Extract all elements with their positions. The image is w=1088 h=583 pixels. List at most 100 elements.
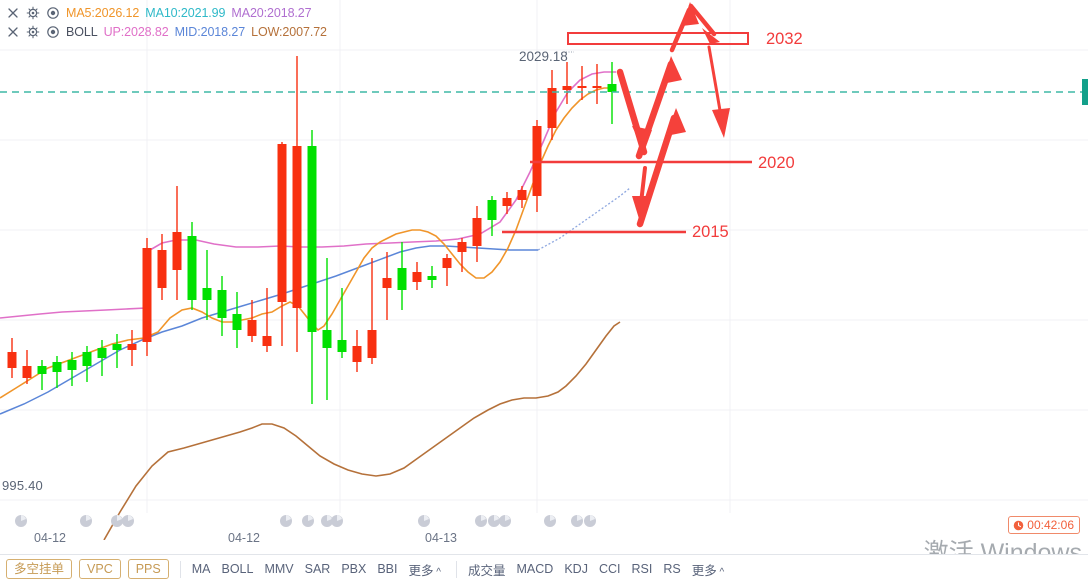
last-price-tab	[1082, 79, 1088, 105]
candle-body	[592, 86, 602, 88]
candle-body	[382, 278, 392, 288]
time-tick-2: 04-13	[425, 531, 457, 545]
sub-indicator-more[interactable]: 更多	[692, 560, 725, 579]
candle-body	[442, 258, 452, 268]
gear-icon[interactable]	[26, 25, 40, 39]
candle-body	[127, 344, 137, 350]
boll-lower-line	[103, 321, 621, 540]
boll-middle-line	[0, 245, 538, 415]
last-price-callout: 2029.18	[519, 49, 568, 64]
candle-body	[352, 346, 362, 362]
eye-icon[interactable]	[46, 25, 60, 39]
event-markers	[15, 515, 596, 527]
candle-body	[307, 146, 317, 332]
price-chart[interactable]	[0, 0, 1088, 540]
candle-body	[142, 248, 152, 342]
main-indicator-more[interactable]: 更多	[409, 560, 442, 579]
legend-boll-low[interactable]: LOW:2007.72	[251, 24, 327, 39]
candle-body	[217, 290, 227, 318]
main-indicator-ma[interactable]: MA	[191, 562, 211, 576]
event-icon	[475, 515, 487, 527]
sub-indicator-rsi[interactable]: RSI	[631, 562, 653, 576]
sub-indicator-rs[interactable]: RS	[663, 562, 681, 576]
legend-boll-mid[interactable]: MID:2018.27	[174, 24, 246, 39]
candle-body	[52, 362, 62, 372]
candle-body	[427, 276, 437, 280]
candle-body	[322, 330, 332, 348]
candle-body	[487, 200, 497, 220]
candle-body	[337, 340, 347, 352]
toolbar-divider-1	[179, 560, 181, 578]
event-icon	[488, 515, 500, 527]
event-icon	[499, 515, 511, 527]
candle-body	[7, 352, 17, 368]
main-indicator-mmv[interactable]: MMV	[264, 562, 294, 576]
candle-body	[457, 242, 467, 252]
legend-ma10[interactable]: MA10:2021.99	[145, 5, 226, 20]
event-icon	[571, 515, 583, 527]
candle-body	[82, 352, 92, 366]
event-icon	[584, 515, 596, 527]
level-label-2020: 2020	[758, 154, 795, 172]
candle-body	[502, 198, 512, 206]
sub-indicator-volume[interactable]: 成交量	[468, 563, 506, 578]
indicator-button-vpc[interactable]: VPC	[79, 559, 121, 579]
indicator-legend: MA5:2026.12 MA10:2021.99 MA20:2018.27	[0, 0, 1088, 41]
level-label-2032: 2032	[766, 30, 803, 48]
close-icon[interactable]	[6, 6, 20, 20]
time-tick-0: 04-12	[34, 531, 66, 545]
event-icon	[302, 515, 314, 527]
chart-canvas	[0, 0, 1088, 540]
main-indicator-bbi[interactable]: BBI	[377, 562, 398, 576]
gear-icon[interactable]	[26, 6, 40, 20]
candle-body	[517, 190, 527, 200]
event-icon	[15, 515, 27, 527]
main-indicator-boll[interactable]: BOLL	[221, 562, 254, 576]
gridlines-horizontal	[0, 49, 1088, 501]
candle-body	[397, 268, 407, 290]
bottom-toolbar: 多空挂单 VPC PPS MA BOLL MMV SAR PBX BBI 更多 …	[0, 554, 1088, 583]
indicator-button-pps[interactable]: PPS	[127, 559, 169, 579]
candle-body	[37, 366, 47, 374]
event-icon	[418, 515, 430, 527]
candle-body	[262, 336, 272, 346]
candle-body	[112, 344, 122, 350]
order-button-long-short[interactable]: 多空挂单	[6, 559, 73, 579]
sub-indicator-macd[interactable]: MACD	[516, 562, 554, 576]
legend-row-ma: MA5:2026.12 MA10:2021.99 MA20:2018.27	[6, 3, 1088, 22]
candle-body	[202, 288, 212, 300]
sub-indicator-kdj[interactable]: KDJ	[564, 562, 588, 576]
candle-body	[157, 250, 167, 288]
event-icon	[80, 515, 92, 527]
price-axis-label: 995.40	[2, 478, 43, 493]
boll-upper-line	[0, 71, 616, 319]
legend-boll-up[interactable]: UP:2028.82	[103, 24, 169, 39]
candle-body	[607, 84, 617, 92]
candle-body	[67, 360, 77, 370]
candle-body	[577, 86, 587, 88]
toolbar-divider-2	[456, 560, 457, 578]
legend-ma20[interactable]: MA20:2018.27	[231, 5, 312, 20]
event-icon	[111, 515, 123, 527]
main-indicator-sar[interactable]: SAR	[304, 562, 331, 576]
projection-arrows	[616, 2, 730, 228]
close-icon[interactable]	[6, 25, 20, 39]
eye-icon[interactable]	[46, 6, 60, 20]
gridlines-vertical	[146, 0, 731, 513]
candle-body	[97, 348, 107, 358]
candle-body	[367, 330, 377, 358]
event-icon	[544, 515, 556, 527]
time-axis: 04-12 04-12 04-13	[0, 513, 1088, 555]
candle-body	[22, 366, 32, 378]
legend-ma5[interactable]: MA5:2026.12	[66, 5, 140, 20]
boll-middle-projection	[537, 187, 631, 251]
sub-indicator-cci[interactable]: CCI	[598, 562, 621, 576]
legend-row-boll: BOLL UP:2028.82 MID:2018.27 LOW:2007.72	[6, 22, 1088, 41]
countdown-value: 00:42:06	[1027, 518, 1074, 532]
main-indicator-pbx[interactable]: PBX	[341, 562, 367, 576]
clock-icon	[1013, 520, 1024, 531]
candle-body	[277, 144, 287, 302]
event-icon	[321, 515, 333, 527]
candle-body	[247, 320, 257, 336]
legend-boll-name[interactable]: BOLL	[66, 24, 98, 39]
